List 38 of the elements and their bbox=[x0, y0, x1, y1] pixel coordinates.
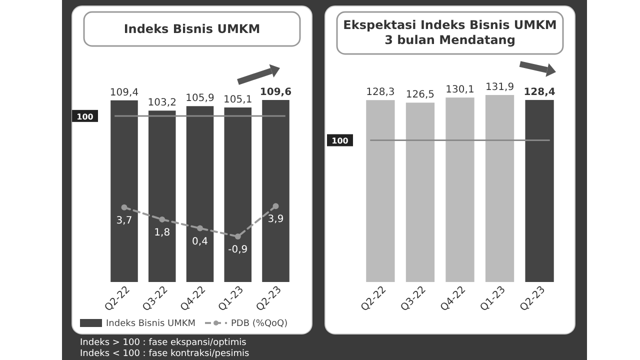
point bbox=[159, 216, 166, 222]
legend-label: Indeks Bisnis UMKM bbox=[106, 319, 196, 329]
data-label: 3,7 bbox=[116, 215, 132, 226]
text: Indeks < 100 : fase kontraksi/pesimis bbox=[80, 349, 250, 359]
bar bbox=[406, 102, 435, 282]
point bbox=[272, 203, 279, 210]
data-label: 103,2 bbox=[148, 98, 176, 109]
data-label: 0,4 bbox=[192, 236, 208, 248]
ref-line-label: 100 bbox=[76, 112, 94, 122]
data-label: 109,6 bbox=[260, 87, 292, 98]
data-label: 109,4 bbox=[110, 87, 139, 98]
point bbox=[121, 204, 128, 210]
bar bbox=[224, 107, 252, 282]
bar bbox=[148, 110, 176, 282]
legend-label: PDB (%QoQ) bbox=[231, 319, 288, 329]
bar bbox=[110, 100, 138, 282]
point bbox=[197, 225, 203, 232]
data-label: 126,5 bbox=[406, 90, 435, 101]
chart-title: Ekspektasi Indeks Bisnis UMKM 3 bulan Mendatang bbox=[343, 18, 557, 47]
bar bbox=[186, 106, 214, 282]
bar bbox=[485, 95, 514, 282]
bar bbox=[262, 100, 290, 282]
data-label: 131,9 bbox=[485, 82, 514, 93]
data-label: -0,9 bbox=[228, 244, 248, 256]
point bbox=[234, 234, 241, 240]
data-label: 1,8 bbox=[154, 227, 170, 238]
bar bbox=[366, 100, 395, 282]
ref-line-label: 100 bbox=[332, 136, 349, 146]
bar bbox=[446, 98, 474, 282]
data-label: 128,4 bbox=[524, 86, 556, 98]
data-label: 130,1 bbox=[446, 84, 474, 96]
data-label: 128,3 bbox=[366, 87, 395, 98]
data-label: 105,9 bbox=[186, 93, 214, 104]
data-label: 3,9 bbox=[268, 214, 284, 226]
chart-title: Indeks Bisnis UMKM bbox=[124, 22, 260, 36]
bar bbox=[525, 100, 554, 282]
data-label: 105,1 bbox=[224, 94, 252, 106]
text: Indeks > 100 : fase ekspansi/optimis bbox=[80, 338, 247, 348]
